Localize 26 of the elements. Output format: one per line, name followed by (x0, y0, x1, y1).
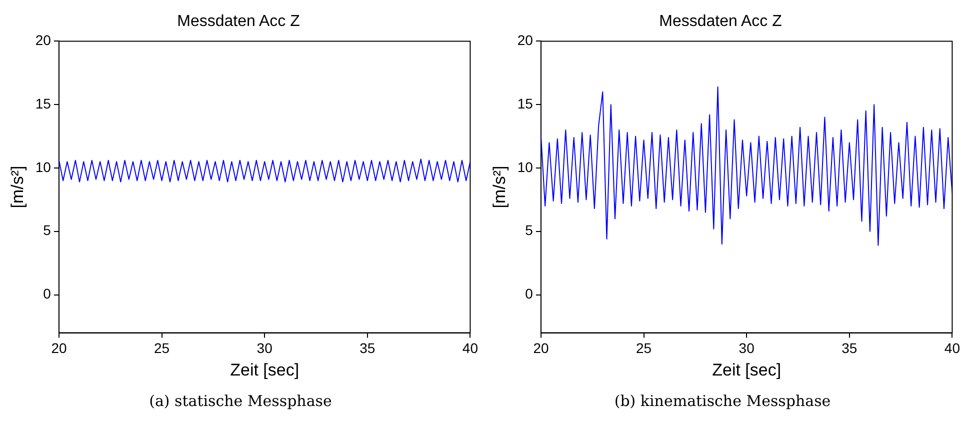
y-tick-label: 5 (525, 222, 534, 238)
x-tick-label: 40 (944, 340, 960, 356)
y-tick-label: 15 (517, 95, 534, 112)
x-tick-label: 30 (256, 340, 273, 356)
chart-title: Messdaten Acc Z (659, 13, 782, 30)
y-tick-label: 0 (525, 286, 534, 302)
text: (b) kinematische Messphase (613, 392, 832, 410)
y-tick-label: 5 (43, 222, 52, 238)
text: (a) statische Messphase (148, 392, 333, 410)
x-tick-label: 30 (738, 340, 755, 356)
x-tick-label: 35 (360, 340, 376, 356)
x-tick-label: 25 (636, 340, 652, 356)
y-tick-label: 20 (517, 32, 534, 48)
y-tick-label: 0 (43, 286, 52, 302)
x-axis-title: Zeit [sec] (712, 360, 782, 380)
x-axis-title: Zeit [sec] (230, 360, 300, 380)
y-tick-label: 10 (35, 158, 52, 175)
chart-title: Messdaten Acc Z (177, 13, 300, 30)
x-tick-label: 40 (462, 340, 478, 356)
y-tick-label: 15 (35, 95, 52, 112)
y-axis-title: [m/s²] (490, 166, 509, 208)
x-tick-label: 35 (842, 340, 858, 356)
y-tick-label: 20 (35, 32, 52, 48)
y-tick-label: 10 (517, 158, 534, 175)
y-axis-title: [m/s²] (8, 166, 27, 208)
x-tick-label: 25 (154, 340, 170, 356)
